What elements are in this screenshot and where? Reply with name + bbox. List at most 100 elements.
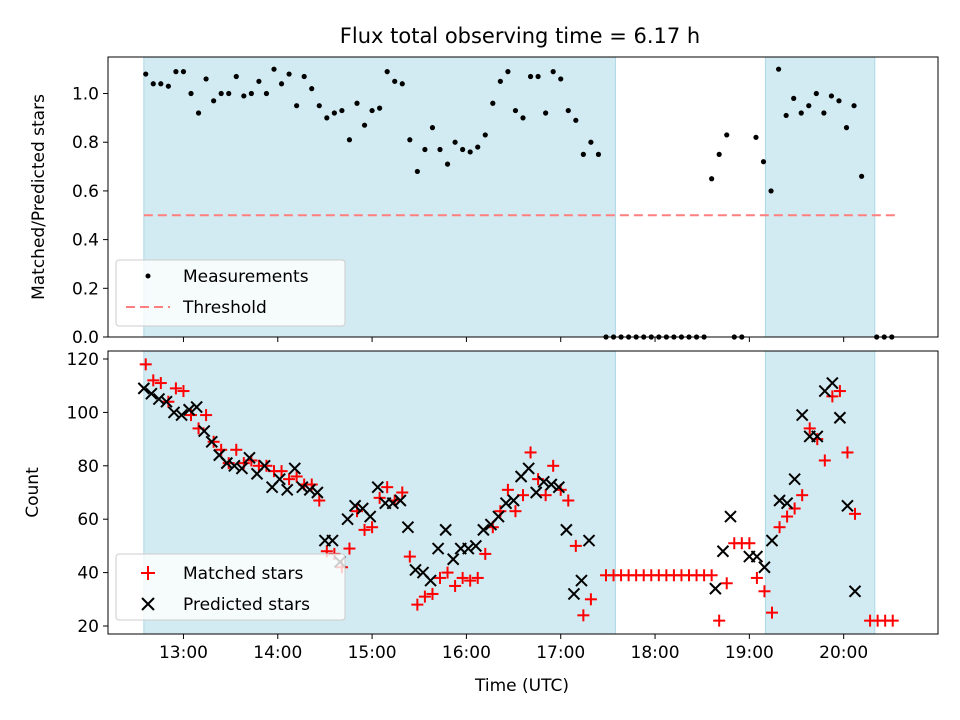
predicted-point (371, 480, 384, 494)
measurement-point (497, 78, 503, 84)
predicted-point (409, 563, 422, 577)
predicted-point (811, 430, 824, 443)
predicted-point (709, 582, 722, 595)
ratio-legend-box (115, 259, 346, 327)
predicted-point (750, 550, 764, 563)
y-tick-label: 0.2 (72, 279, 99, 299)
matched-point (584, 593, 597, 606)
measurement-point (859, 173, 865, 179)
y-tick-label: 60 (77, 510, 99, 530)
predicted-point (780, 496, 794, 510)
matched-point (509, 505, 522, 518)
matched-point (788, 502, 801, 515)
matched-point (456, 571, 469, 584)
measurement-point (316, 103, 322, 109)
predicted-point (220, 456, 234, 470)
measurement-point (527, 73, 534, 80)
count-y-axis-label: Count (23, 467, 43, 518)
x-tick-label: 16:00 (442, 643, 491, 663)
measurement-point (437, 146, 443, 153)
measurement-point (248, 90, 254, 97)
measurement-point (716, 151, 722, 157)
measurement-point (346, 137, 353, 143)
measurement-point (512, 107, 519, 114)
matched-point (562, 494, 575, 507)
legend-label-threshold: Threshold (182, 298, 267, 318)
predicted-point (560, 523, 573, 537)
matched-point (154, 377, 167, 390)
predicted-point (499, 496, 513, 510)
predicted-point (205, 435, 218, 448)
measurement-point (180, 69, 187, 75)
count-x-axis: 13:00 14:00 15:00 16:00 17:00 18:00 19:00 20:00 (159, 634, 868, 663)
matched-point (381, 481, 394, 494)
measurement-point (558, 76, 564, 82)
y-tick-label: 0.6 (72, 182, 99, 202)
matched-point (396, 486, 409, 499)
measurement-point (828, 93, 835, 99)
matched-point (403, 550, 416, 563)
matched-point (343, 542, 356, 555)
predicted-point (841, 499, 854, 513)
matched-point (479, 547, 492, 560)
matched-point (705, 569, 718, 582)
x-tick-label: 17:00 (536, 643, 585, 663)
measurement-point (806, 103, 812, 109)
matched-point (426, 587, 439, 600)
predicted-point (492, 510, 505, 523)
predicted-point (575, 574, 588, 587)
measurement-point (143, 71, 149, 77)
matched-point (283, 473, 296, 486)
x-tick-label: 18:00 (631, 643, 680, 663)
measurement-point (798, 110, 804, 116)
measurement-point (324, 115, 330, 121)
measurement-point (165, 83, 171, 89)
measurement-point (444, 161, 451, 167)
count-legend: Matched stars Predicted stars (115, 553, 346, 621)
measurement-point (709, 176, 715, 182)
matched-point (290, 470, 303, 483)
matched-point (773, 521, 786, 534)
measurement-point (354, 100, 360, 106)
predicted-point (401, 521, 415, 534)
measurement-point (361, 122, 368, 128)
predicted-point (537, 475, 550, 489)
measurement-point (369, 107, 375, 114)
measurement-point (256, 78, 262, 84)
matched-point (720, 577, 733, 590)
predicted-point (462, 542, 475, 555)
measurement-point (535, 73, 541, 80)
measurement-point (776, 66, 782, 72)
predicted-point (273, 472, 286, 486)
measurement-point (286, 71, 292, 77)
predicted-point (765, 534, 779, 547)
matched-point (781, 510, 794, 523)
matched-point (207, 435, 220, 448)
predicted-point (826, 376, 839, 390)
measurement-point (377, 105, 383, 111)
predicted-point (167, 406, 181, 419)
legend-marker-predicted (141, 597, 155, 611)
measurement-point (301, 73, 307, 80)
predicted-point (280, 483, 294, 497)
predicted-point (469, 539, 483, 553)
measurement-point (188, 90, 194, 97)
x-tick-label: 13:00 (159, 643, 208, 663)
measurement-point (836, 98, 842, 104)
measurement-point (407, 137, 413, 143)
matched-point (833, 385, 846, 398)
measurement-point (843, 125, 850, 131)
matched-point (260, 459, 273, 472)
matched-point (803, 422, 816, 435)
measurement-point (460, 146, 466, 153)
predicted-point (724, 510, 737, 523)
predicted-point (363, 510, 377, 523)
predicted-point (424, 574, 437, 587)
predicted-point (235, 462, 249, 475)
measurement-point (278, 81, 285, 87)
matched-point (313, 494, 326, 507)
matched-point (539, 489, 552, 502)
matched-point (886, 614, 899, 627)
predicted-point (716, 545, 730, 558)
legend-marker-matched (141, 566, 155, 580)
